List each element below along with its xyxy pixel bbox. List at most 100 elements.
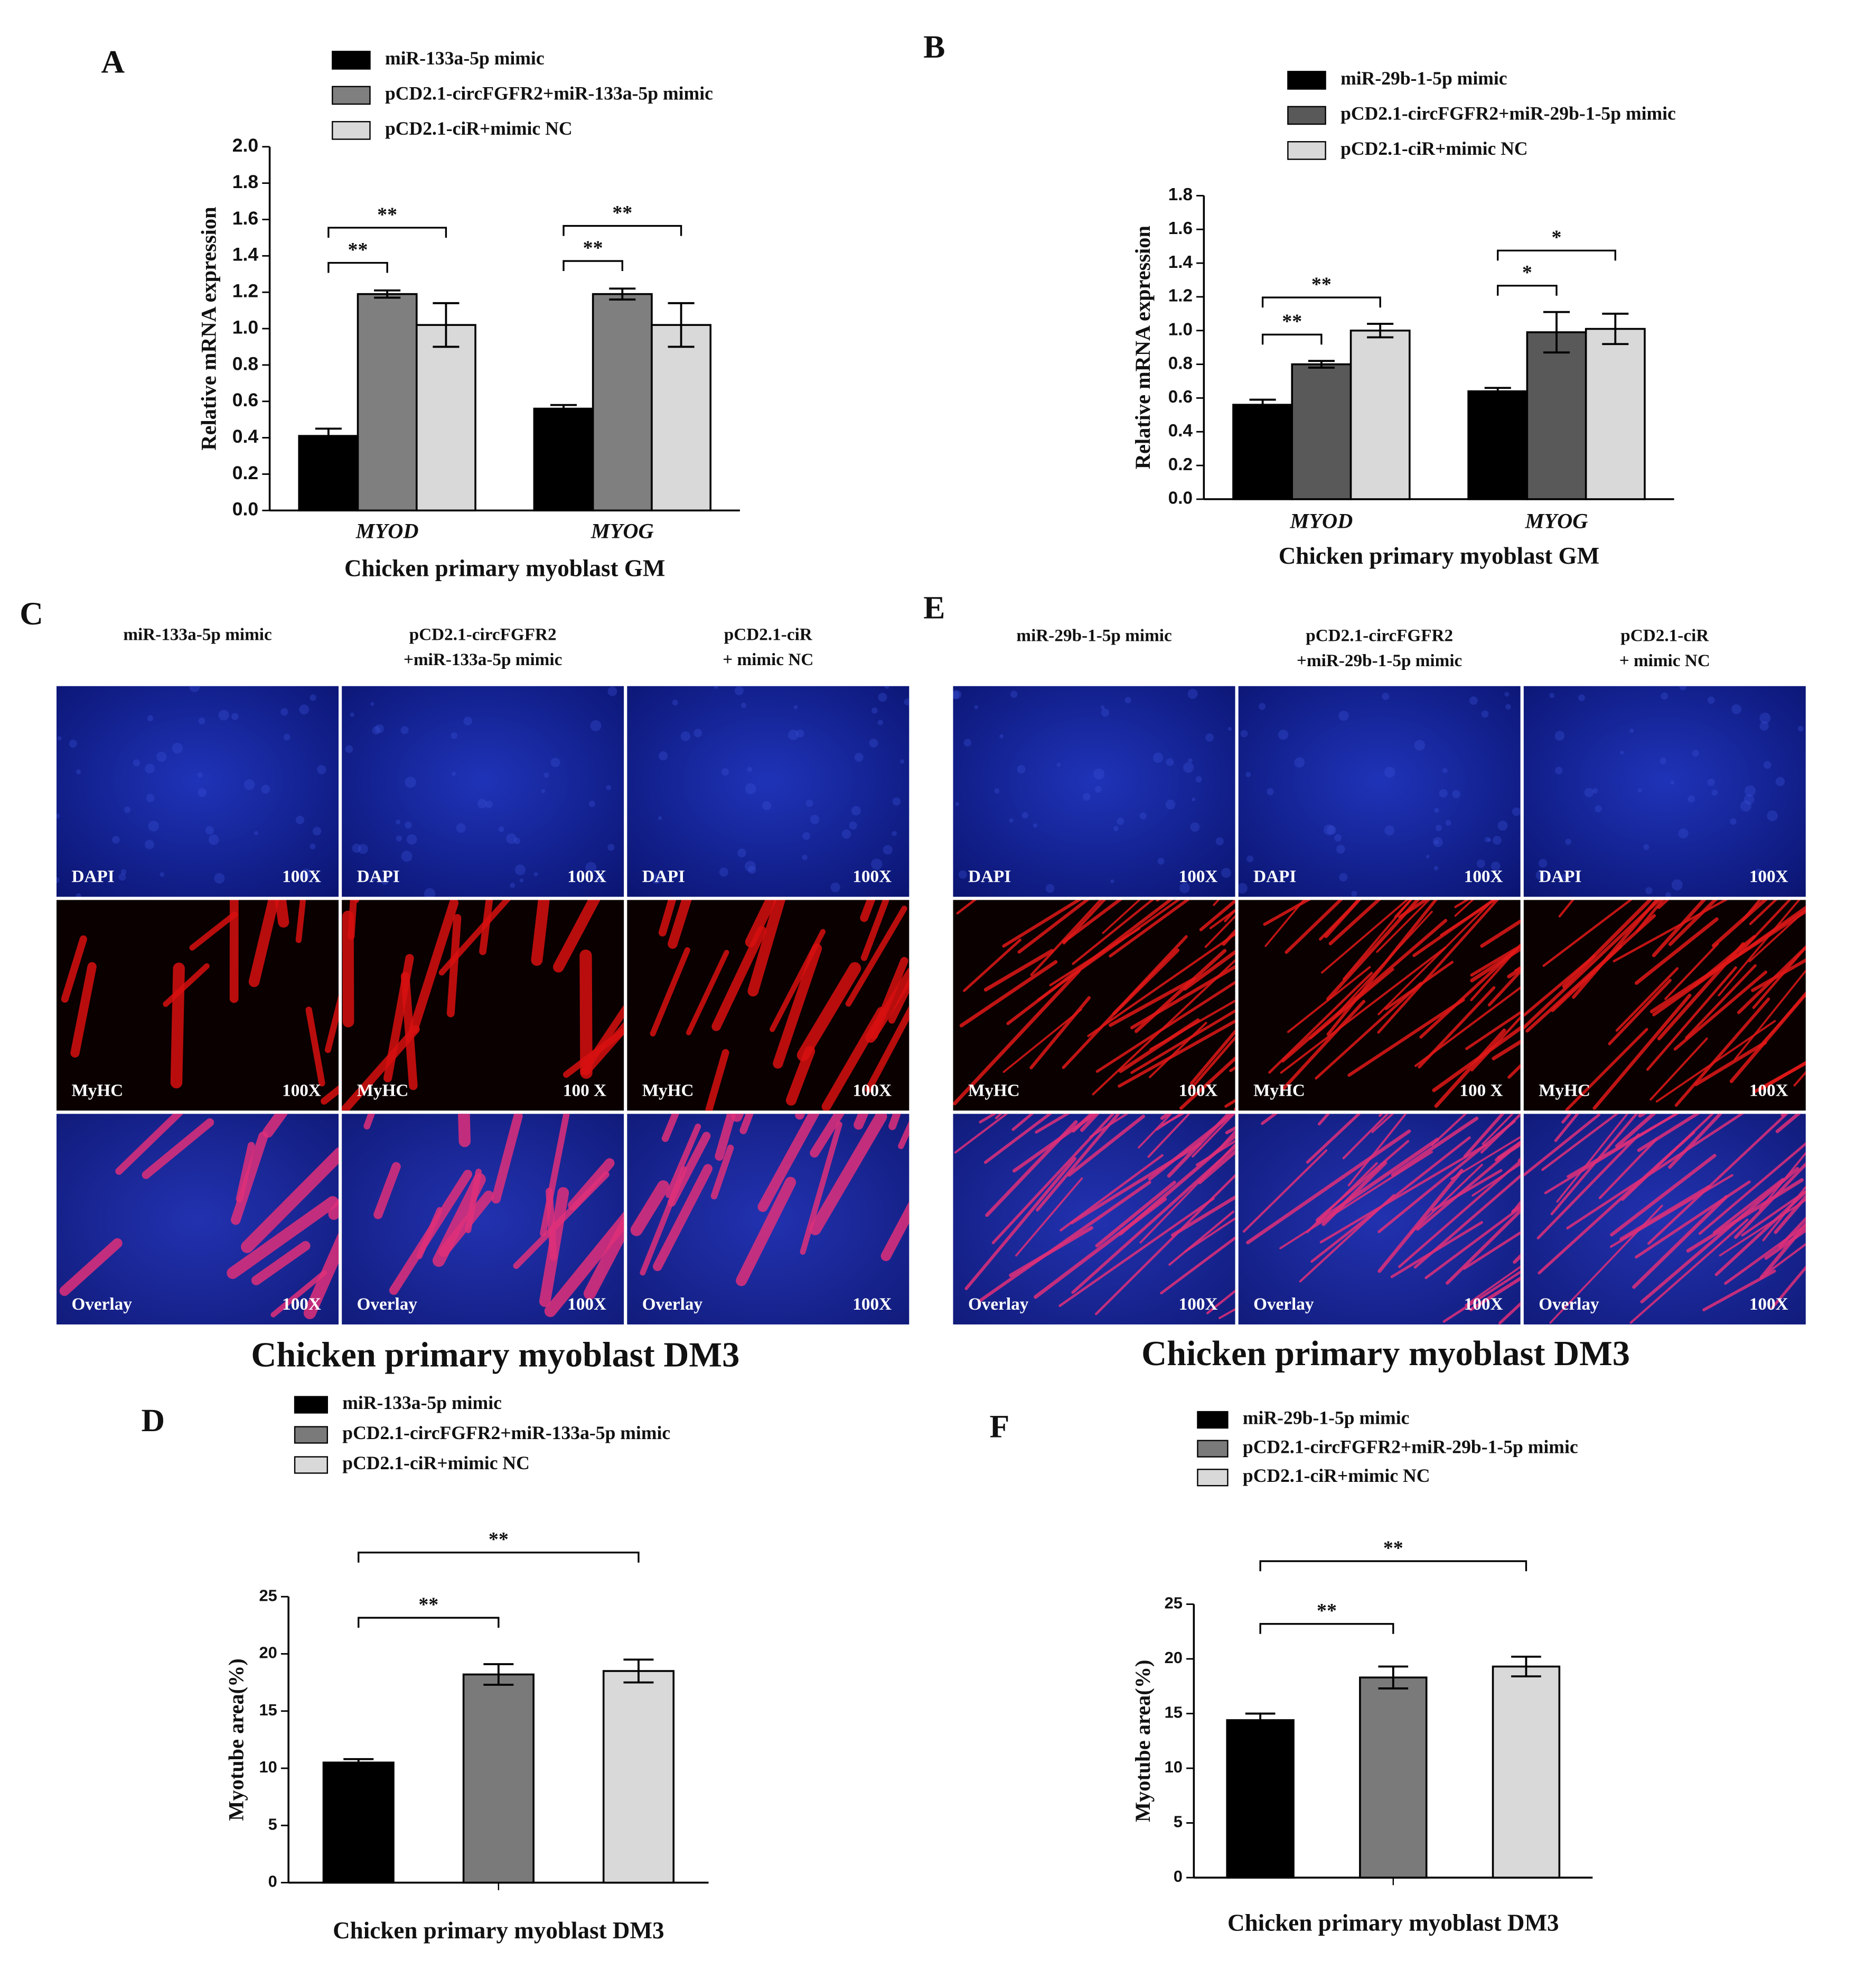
nucleus [1434,839,1439,845]
nucleus [477,798,487,809]
myotube [1469,1276,1521,1312]
nucleus [1351,891,1357,897]
myotube [1279,1151,1433,1249]
myotube [1734,969,1806,1060]
nucleus [463,716,472,726]
myotube [540,1114,570,1237]
myotube [1198,1149,1235,1184]
legend-swatch [294,1456,328,1474]
legend-swatch [332,51,371,70]
nucleus [1554,731,1565,741]
micrograph-content [953,1114,1235,1325]
myotube [1391,1116,1479,1177]
myotube [1440,900,1497,937]
micrograph [1238,686,1521,897]
myotube [342,1025,420,1111]
myotube [1183,949,1235,991]
myotube [1195,1140,1235,1166]
nucleus [1578,694,1585,702]
panel-label: D [141,1403,165,1439]
y-tick-label: 25 [1165,1594,1183,1612]
nucleus [310,694,316,701]
myotube [1610,1154,1717,1237]
nucleus [1476,859,1485,868]
myotube [324,994,339,1053]
significance-bracket [358,1552,640,1563]
myotube [1204,914,1235,948]
myotube [1324,900,1362,938]
nucleus [854,753,864,762]
nucleus [1093,768,1105,780]
magnification-label: 100X [567,867,606,886]
nucleus [884,686,889,689]
nucleus [1238,883,1248,894]
nucleus [904,698,910,706]
myotube [295,900,306,943]
row-label: DAPI [71,867,114,886]
bar [462,1673,535,1884]
myotube [1030,900,1102,976]
nucleus [148,820,159,832]
nucleus [1797,725,1804,732]
nucleus [953,690,962,699]
myotube [1431,1114,1467,1146]
y-tick-label: 20 [1165,1648,1183,1667]
nucleus [1245,771,1251,778]
myotube [1326,900,1420,1001]
nucleus [1259,703,1266,710]
micrograph-background [1523,686,1806,897]
significance-label: ** [348,239,368,261]
myotube [59,1238,123,1296]
myotube [773,943,822,1069]
error-bar [1543,311,1570,354]
significance-label: * [1522,262,1532,284]
myotube [1011,1114,1034,1131]
panel-label: A [101,44,125,80]
column-header: + mimic NC [723,650,813,669]
myotube [770,929,826,1032]
nucleus [1671,879,1683,891]
nucleus [1188,758,1193,763]
magnification-label: 100X [1464,1294,1503,1314]
nucleus [345,745,353,753]
error-bar [1602,312,1629,346]
nucleus [740,702,747,708]
column-header: +miR-133a-5p mimic [404,650,562,669]
myotube [1191,1035,1235,1089]
myotube [1035,1114,1071,1134]
nucleus [1324,824,1335,836]
myotube [1416,1141,1521,1231]
row-label: DAPI [357,867,400,886]
myotube [1470,943,1521,1002]
nucleus [112,836,120,844]
y-tick-label: 1.0 [1168,320,1193,339]
significance-bracket [1259,1623,1394,1634]
figure-caption: Chicken primary myoblast DM3 [1141,1334,1630,1373]
legend-label: pCD2.1-ciR+mimic NC [342,1452,530,1473]
myotube [458,1114,471,1147]
myotube [373,1162,401,1219]
myotube [231,1131,268,1225]
significance-bracket [1497,249,1616,261]
myotube [1130,965,1235,1030]
legend-swatch [1197,1411,1229,1429]
myotube [1668,1114,1723,1169]
myotube [189,911,238,951]
myotube [1089,1114,1129,1138]
y-tick-label: 1.8 [1168,185,1193,204]
nucleus [1227,726,1232,731]
myotube [1419,949,1516,1039]
nucleus [1620,750,1624,755]
magnification-label: 100X [282,1294,321,1314]
nucleus [734,686,744,695]
nucleus [1512,807,1521,816]
myotube [1192,1114,1235,1158]
magnification-label: 100X [1179,1080,1218,1100]
myotube [1424,1206,1521,1280]
nucleus [1432,837,1443,847]
nucleus [456,823,466,833]
micrograph-content [1238,900,1521,1111]
micrograph-content [1523,1114,1806,1325]
significance-label: ** [377,203,397,226]
